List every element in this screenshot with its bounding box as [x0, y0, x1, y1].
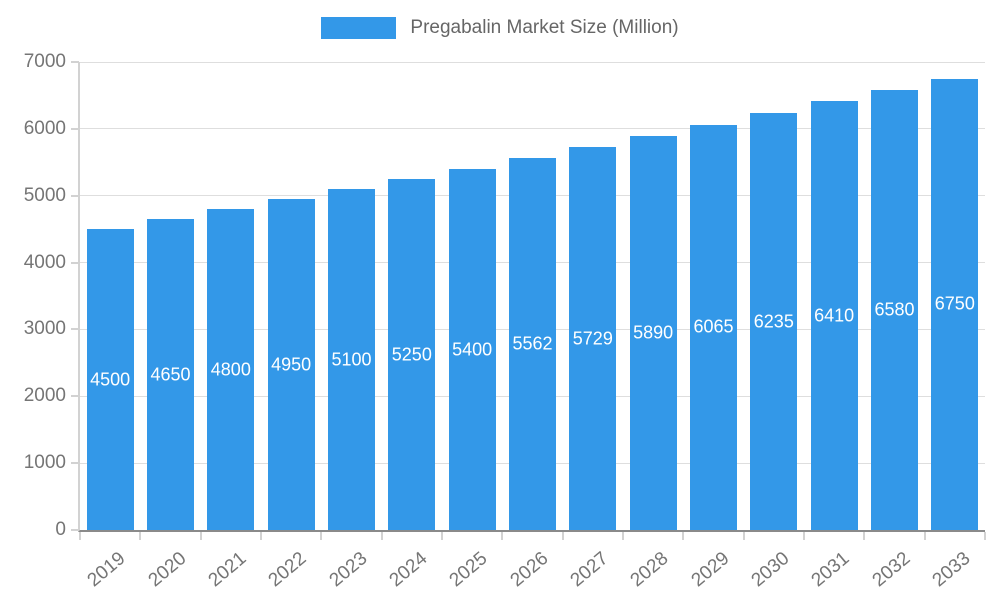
y-tick-label: 1000 [23, 452, 66, 474]
bar-value-label: 5890 [633, 322, 674, 343]
x-tick-label: 2023 [325, 548, 371, 592]
bar-value-label: 5250 [391, 344, 432, 364]
bar: 5729 [569, 146, 617, 530]
bar: 5250 [388, 179, 436, 530]
y-tick-mark [71, 61, 79, 63]
x-tick-mark [923, 532, 926, 540]
bar-value-label: 5400 [452, 339, 493, 359]
bar-value-label: 6750 [934, 293, 975, 314]
x-tick-label: 2027 [566, 548, 613, 592]
bar: 4650 [146, 219, 195, 530]
bar: 6410 [810, 101, 858, 530]
y-tick-label: 0 [55, 519, 66, 540]
x-tick-label: 2025 [445, 548, 492, 592]
y-tick-label: 7000 [23, 51, 66, 72]
bar: 4800 [207, 209, 255, 530]
x-tick-mark [260, 532, 262, 540]
x-tick-label: 2019 [83, 548, 130, 592]
bar-value-label: 4800 [210, 359, 251, 380]
bar-value-label: 4950 [271, 354, 312, 375]
bar: 5562 [508, 158, 557, 530]
x-tick-label: 2029 [687, 548, 733, 592]
x-tick-mark [79, 532, 81, 540]
gridline [80, 128, 985, 130]
x-tick-mark [622, 532, 624, 540]
x-tick-mark [803, 532, 805, 540]
x-tick-label: 2026 [506, 548, 552, 592]
y-tick-mark [71, 462, 79, 465]
x-tick-label: 2021 [204, 548, 251, 592]
x-tick-mark [984, 532, 986, 540]
x-tick-mark [682, 532, 685, 540]
x-tick-mark [742, 532, 745, 540]
x-tick-mark [139, 532, 142, 540]
x-tick-label: 2020 [144, 548, 190, 592]
bar: 5890 [629, 136, 677, 530]
legend-swatch [321, 17, 397, 39]
x-tick-label: 2031 [807, 548, 854, 592]
x-axis: 2019 2020 2021 2022 2023 2024 2025 2026 2027 2028… [80, 542, 985, 600]
bar: 5400 [448, 168, 496, 530]
bar-value-label: 6580 [874, 299, 915, 320]
bar-value-label: 5100 [331, 349, 372, 370]
x-tick-label: 2022 [264, 548, 311, 592]
y-tick-mark [71, 127, 79, 130]
legend-label: Pregabalin Market Size (Million) [410, 17, 679, 38]
y-tick-label: 4000 [23, 251, 66, 273]
x-tick-mark [441, 532, 443, 540]
x-tick-label: 2033 [928, 548, 975, 592]
y-tick-label: 6000 [23, 117, 66, 139]
bar: 5100 [327, 189, 376, 530]
x-tick-mark [320, 532, 323, 540]
bar-value-label: 6065 [693, 316, 734, 337]
bar: 6065 [689, 124, 738, 530]
x-tick-mark [380, 532, 383, 540]
bar-value-label: 4500 [90, 369, 131, 390]
x-tick-mark [561, 532, 564, 540]
x-tick-label: 2024 [385, 548, 432, 592]
x-tick-mark [199, 532, 202, 540]
bar-value-label: 5562 [512, 333, 553, 354]
x-tick-mark [501, 532, 504, 540]
y-tick-label: 5000 [23, 184, 66, 206]
bar: 6750 [931, 78, 979, 530]
x-tick-mark [863, 532, 866, 540]
bar-value-label: 5729 [572, 328, 613, 348]
x-tick-label: 2032 [868, 548, 914, 592]
x-tick-label: 2028 [626, 548, 673, 592]
y-tick-mark [71, 194, 79, 197]
bar-value-label: 6410 [814, 305, 855, 326]
y-tick-mark [71, 328, 79, 331]
bar-value-label: 4650 [150, 364, 191, 385]
y-tick-label: 2000 [23, 385, 66, 407]
x-tick-label: 2030 [747, 548, 794, 592]
y-axis: 0 1000 2000 3000 4000 5000 6000 7000 [0, 52, 66, 540]
y-tick-label: 3000 [23, 318, 66, 340]
bar: 4950 [267, 199, 315, 530]
bar-value-label: 6235 [753, 311, 794, 332]
gridline [80, 62, 985, 63]
y-tick-mark [71, 261, 79, 264]
bar: 4500 [86, 229, 134, 530]
bar: 6580 [870, 90, 919, 530]
y-tick-mark [71, 395, 79, 398]
plot-area: 4500 4650 4800 4950 5100 5250 5400 5562 5729 5890… [78, 62, 985, 532]
bar: 6235 [750, 113, 798, 530]
legend-item[interactable]: Pregabalin Market Size (Million) [0, 17, 1000, 39]
y-tick-mark [71, 529, 79, 531]
